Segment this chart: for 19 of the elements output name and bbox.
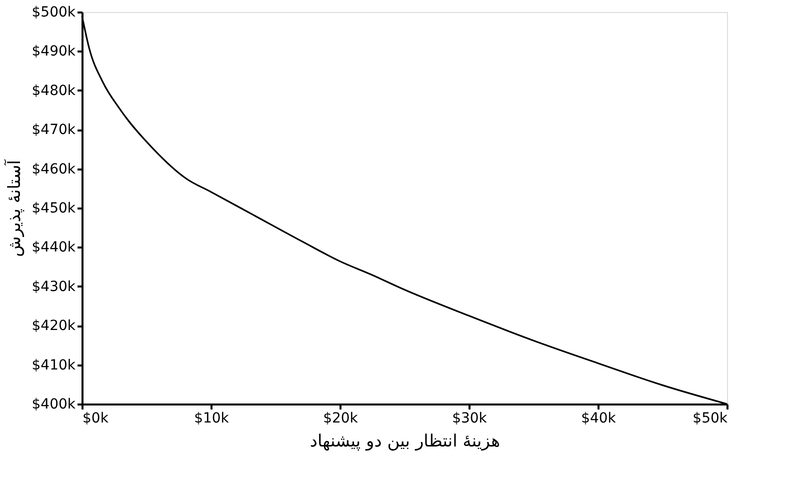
x-tick-label: $30k	[452, 410, 488, 426]
y-tick-label: $410k	[32, 357, 76, 374]
y-tick-label: $490k	[32, 44, 76, 60]
x-tick-label: $20k	[323, 410, 359, 426]
y-tick-label: $450k	[32, 200, 76, 216]
y-tick-label: $400k	[32, 396, 76, 412]
y-tick-label: $500k	[32, 4, 76, 20]
y-tick-label: $480k	[32, 82, 76, 99]
y-axis-title: آستانهٔ پذیرش	[4, 158, 25, 258]
y-tick-label: $460k	[32, 161, 76, 178]
y-tick-label: $430k	[32, 278, 76, 295]
x-tick-label: $0k	[82, 410, 110, 426]
x-tick-label: $10k	[194, 410, 230, 426]
y-tick-label: $440k	[32, 240, 76, 256]
y-tick-label: $420k	[32, 318, 76, 334]
x-axis-title: هزینهٔ انتظار بین دو پیشنهاد	[310, 432, 500, 452]
x-tick-label: $40k	[581, 410, 617, 426]
x-tick-label: $50k	[692, 410, 728, 426]
y-tick-label: $470k	[32, 122, 76, 138]
